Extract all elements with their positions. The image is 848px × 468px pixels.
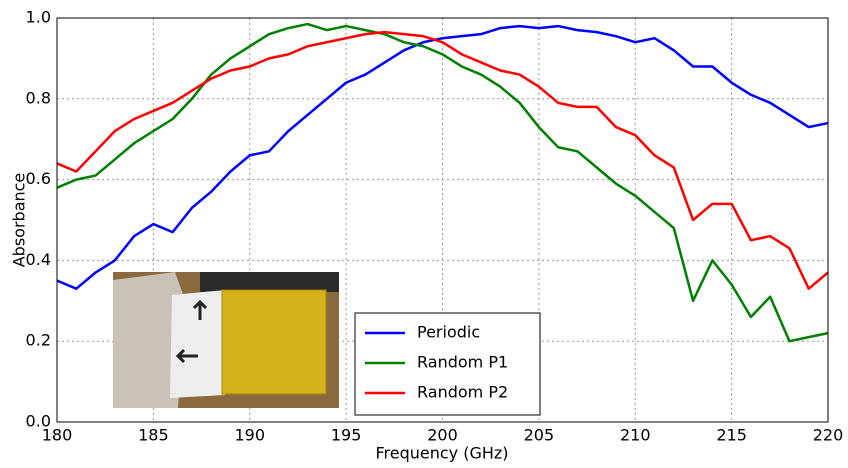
series-line: [56, 24, 829, 290]
series-line: [56, 30, 829, 290]
y-axis-label: Absorbance: [10, 173, 29, 268]
photo-paper: [170, 290, 225, 398]
photo-bag: [113, 272, 185, 408]
y-tick-label: 0.6: [26, 169, 51, 188]
y-tick-label: 0.2: [26, 331, 51, 350]
y-tick-label: 0.4: [26, 250, 51, 269]
photo-sample: [221, 289, 327, 395]
photo-arrow: [175, 299, 208, 364]
legend-label: Periodic: [417, 323, 480, 342]
x-tick-label: 190: [234, 426, 265, 445]
x-tick-label: 200: [427, 426, 458, 445]
inset-photo: [113, 272, 339, 408]
legend-label: Random P1: [417, 353, 508, 372]
x-tick-label: 185: [138, 426, 169, 445]
photo-dark: [200, 272, 339, 292]
y-tick-label: 1.0: [26, 8, 51, 27]
x-tick-label: 210: [620, 426, 651, 445]
x-tick-label: 205: [524, 426, 555, 445]
series-line: [56, 22, 829, 343]
y-tick-label: 0.0: [26, 412, 51, 431]
x-tick-label: 215: [716, 426, 747, 445]
plot-frame: [56, 17, 829, 423]
x-axis-label: Frequency (GHz): [375, 444, 508, 463]
legend-label: Random P2: [417, 383, 508, 402]
x-tick-label: 195: [331, 426, 362, 445]
x-tick-label: 220: [813, 426, 844, 445]
x-tick-label: 180: [42, 426, 73, 445]
y-tick-label: 0.8: [26, 88, 51, 107]
